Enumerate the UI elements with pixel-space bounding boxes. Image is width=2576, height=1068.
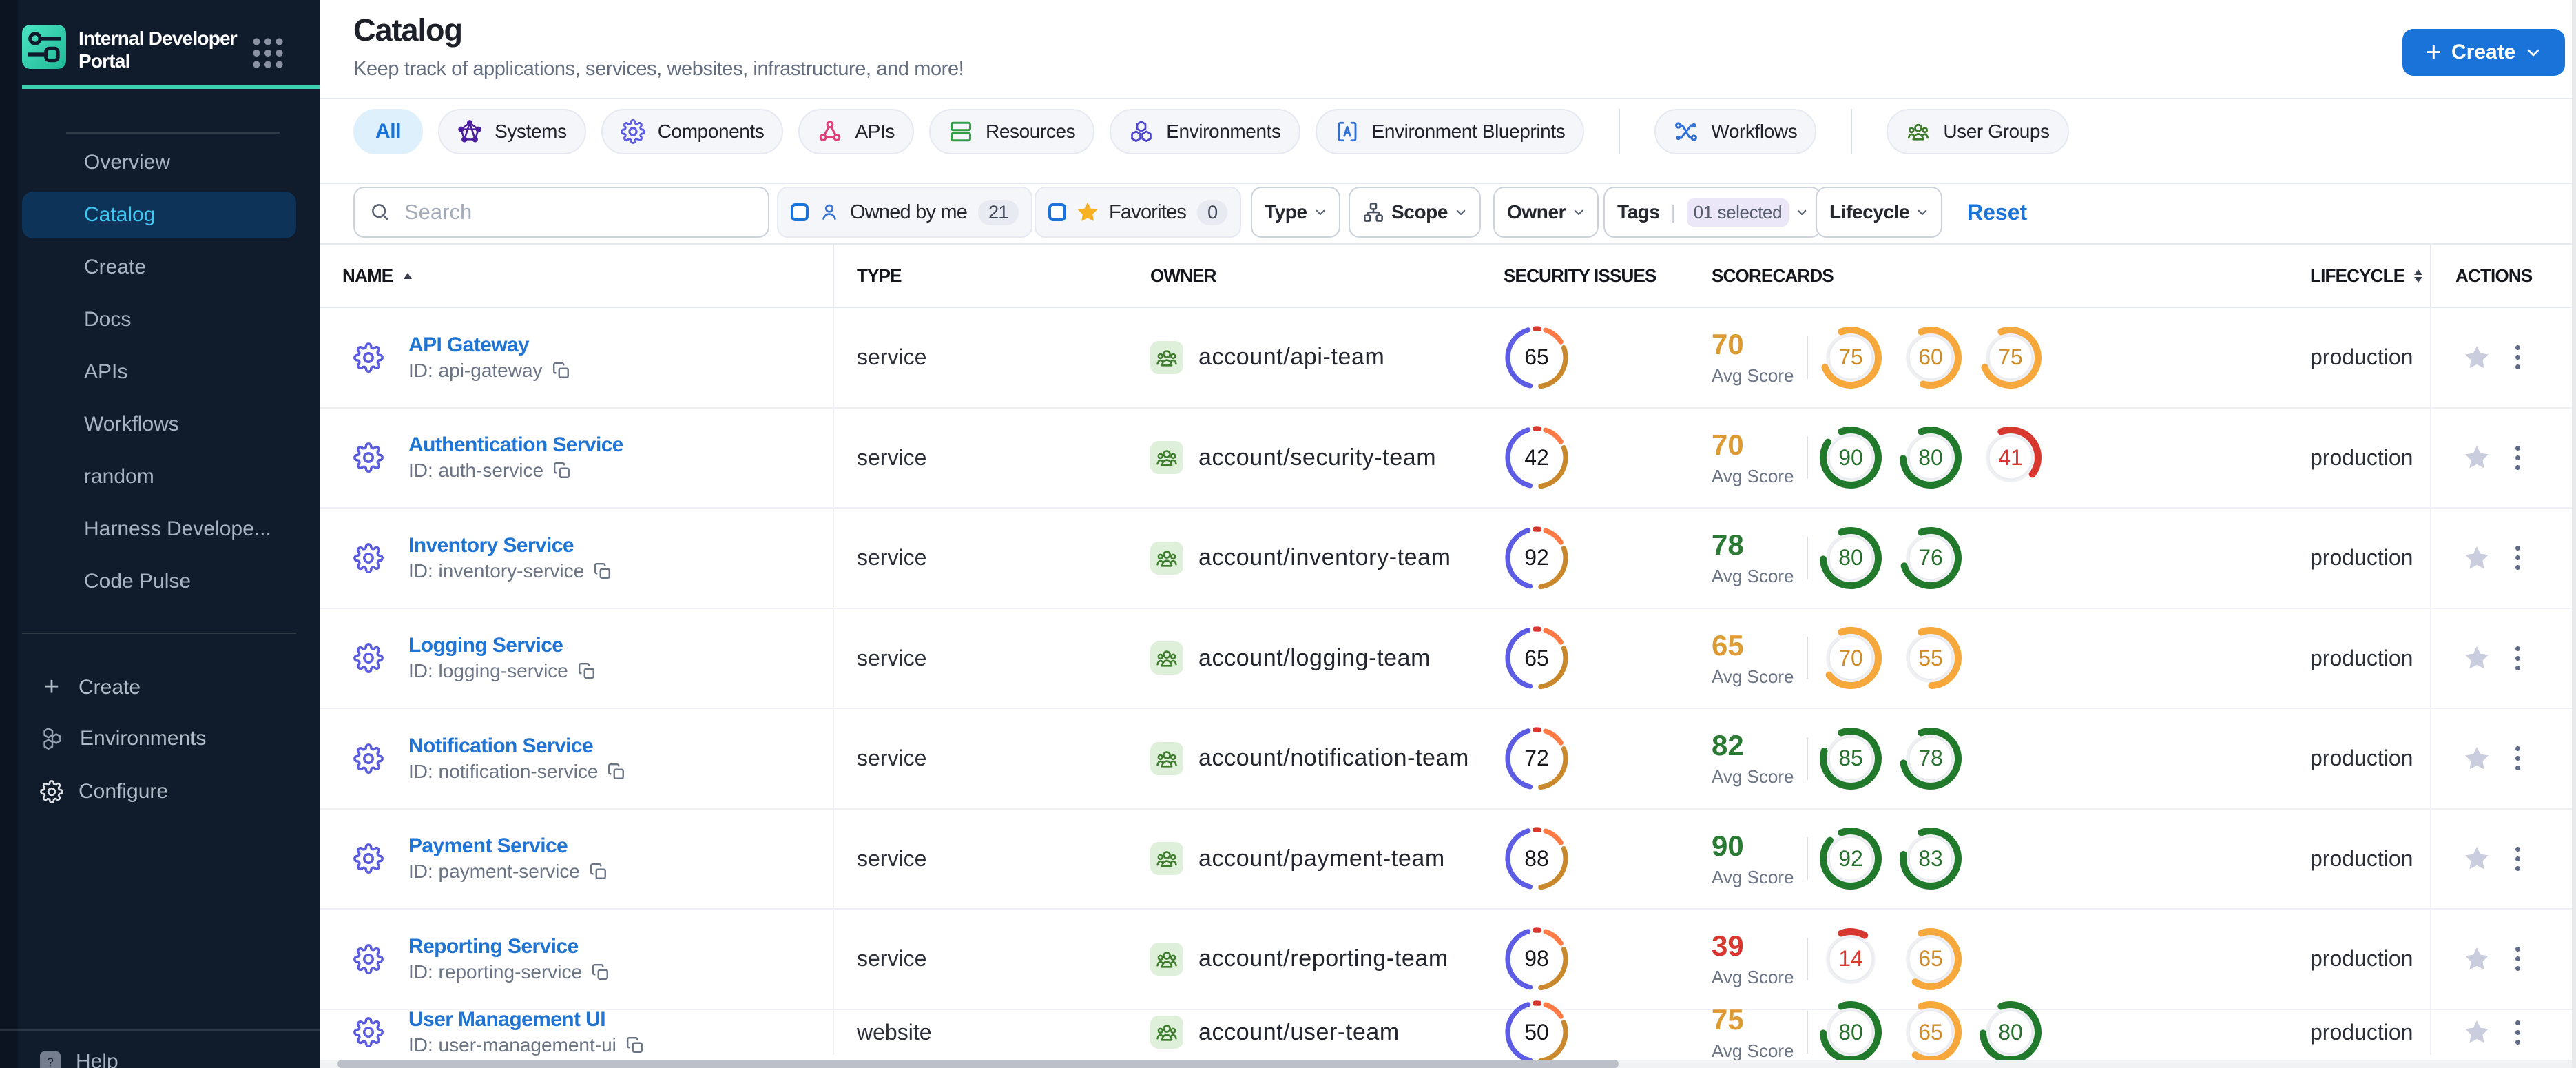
svg-text:?: ? [47, 1055, 54, 1068]
